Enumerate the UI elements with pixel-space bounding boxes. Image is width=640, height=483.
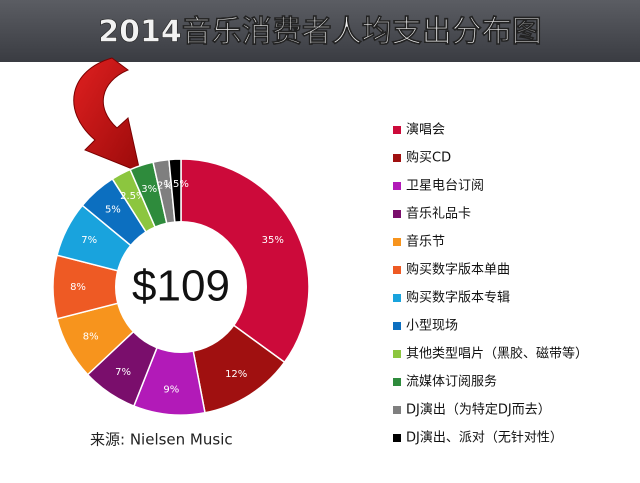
donut-hole [115,221,247,353]
legend-label: DJ演出（为特定DJ而去） [406,402,551,418]
slice-label: 5% [105,205,121,216]
chart-title: 2014音乐消费者人均支出分布图 [98,15,542,50]
legend-label: 其他类型唱片（黑胶、磁带等） [406,346,588,362]
legend-label: 音乐礼品卡 [406,206,471,222]
slice-label: 8% [83,332,99,343]
slice-label: 1.5% [163,179,188,190]
title-banner [0,0,640,62]
legend-swatch [393,322,401,330]
legend-swatch [393,378,401,386]
slice-label: 12% [225,369,247,380]
legend-swatch [393,210,401,218]
slice-label: 7% [81,235,97,246]
legend-swatch [393,266,401,274]
decorative-arrow [73,57,141,173]
slice-label: 2.5% [120,191,145,202]
slice-label: 2% [157,180,173,191]
legend-label: 购买数字版本单曲 [406,262,510,278]
legend-label: 卫星电台订阅 [406,179,484,194]
legend-swatch [393,126,401,134]
legend-label: 小型现场 [406,319,458,334]
legend-label: 音乐节 [406,234,445,250]
legend-swatch [393,182,401,190]
slice-label: 35% [262,235,284,246]
legend-label: 流媒体订阅服务 [406,374,497,390]
legend-swatch [393,294,401,302]
slice-label: 3% [141,184,157,195]
slice-label: 8% [70,282,86,293]
legend-swatch [393,238,401,246]
slice-label: 9% [163,385,179,396]
legend-swatch [393,406,401,414]
legend-swatch [393,350,401,358]
legend-label: 演唱会 [406,122,445,138]
source-note: 来源: Nielsen Music [90,431,233,449]
legend-swatch [393,154,401,162]
slice-label: 7% [115,367,131,378]
legend-label: 购买数字版本专辑 [406,290,510,306]
legend-label: DJ演出、派对（无针对性） [406,430,563,446]
legend-label: 购买CD [406,150,451,166]
legend-swatch [393,434,401,442]
center-label: $109 [132,262,230,311]
